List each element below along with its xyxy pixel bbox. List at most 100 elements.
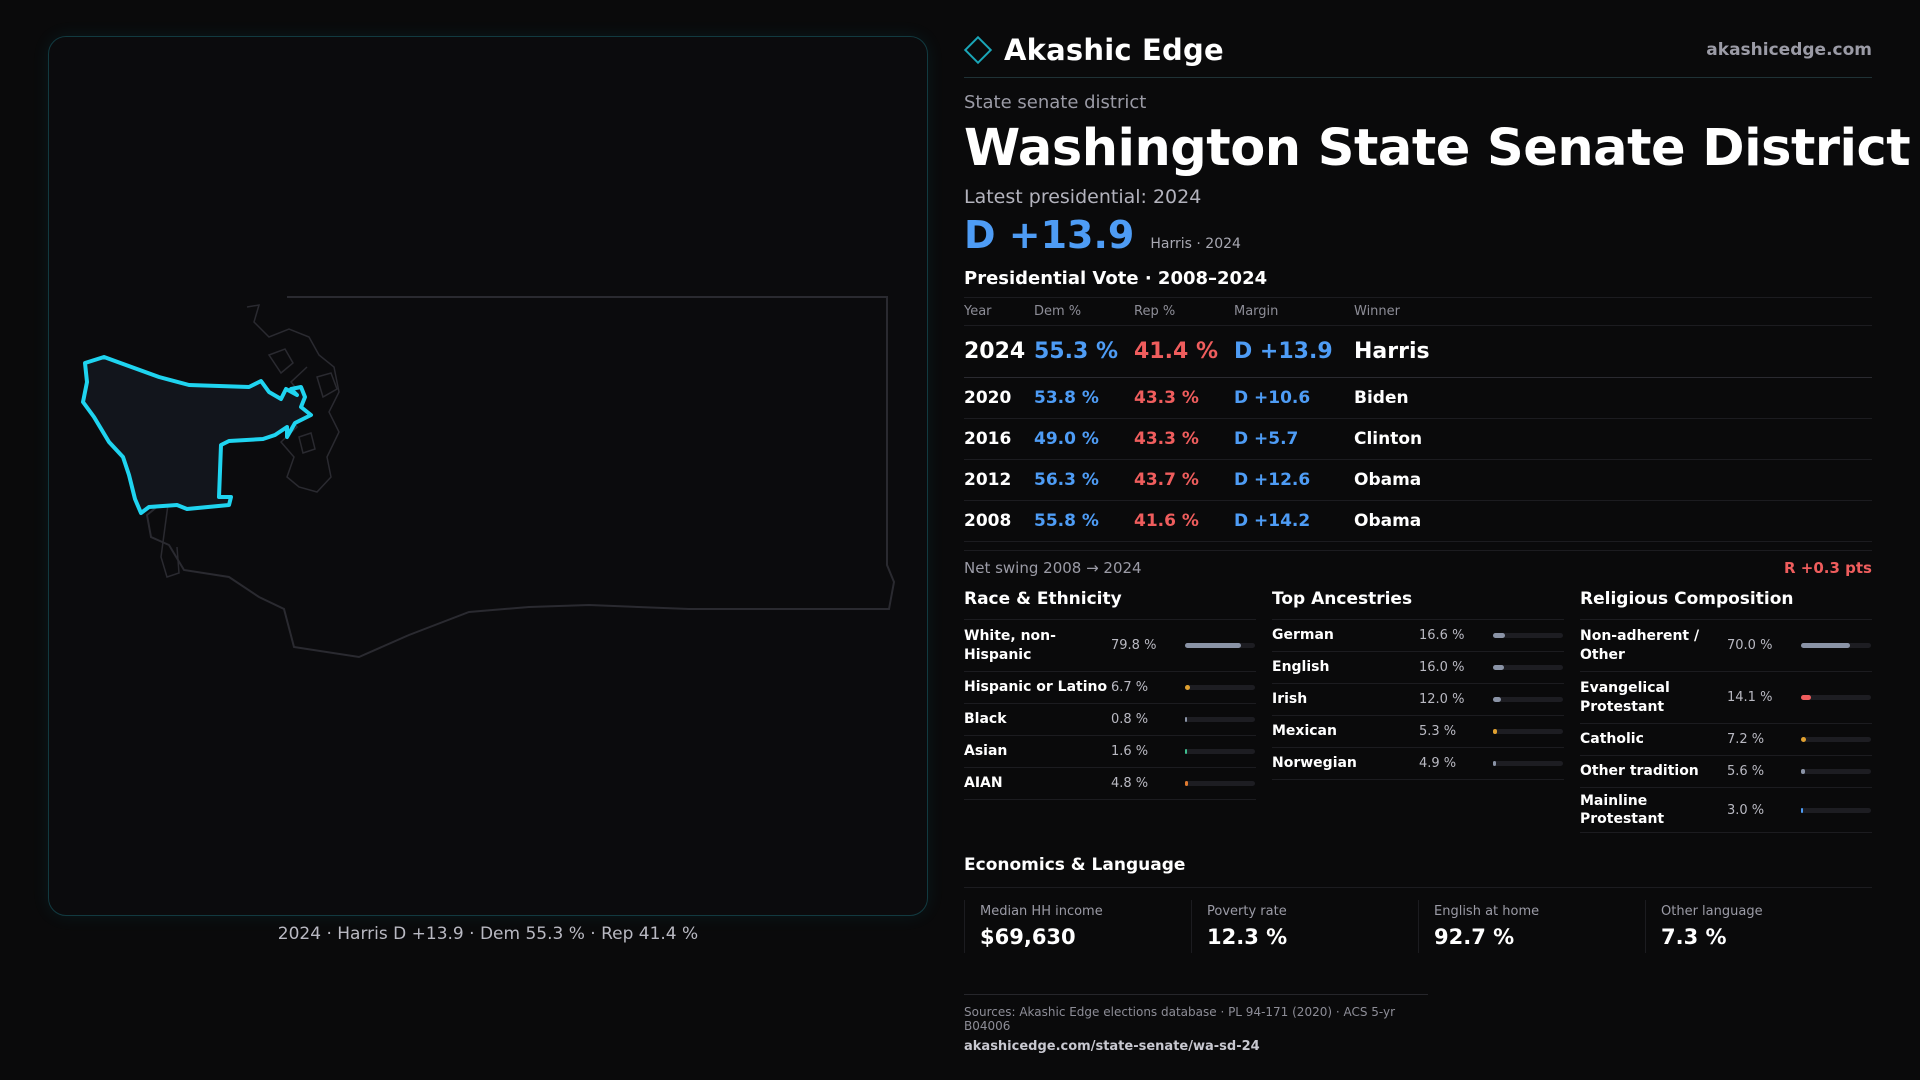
progress-bar bbox=[1801, 737, 1871, 742]
table-row: 2024 55.3 % 41.4 % D +13.9 Harris bbox=[964, 325, 1872, 378]
cell-year: 2024 bbox=[964, 325, 1034, 378]
race-ethnicity-panel: Race & Ethnicity White, non-Hispanic 79.8… bbox=[964, 589, 1256, 833]
district-24-highlight[interactable] bbox=[81, 355, 313, 515]
progress-fill bbox=[1185, 749, 1187, 754]
cell-winner: Obama bbox=[1354, 459, 1872, 501]
stat-value: $69,630 bbox=[980, 925, 1076, 950]
item-label: Mainline Protestant bbox=[1580, 793, 1665, 828]
item-label: English bbox=[1272, 659, 1330, 676]
cell-year: 2012 bbox=[964, 459, 1034, 501]
progress-bar bbox=[1185, 685, 1255, 690]
presidential-vote-table: Year Dem % Rep % Margin Winner 2024 55.3… bbox=[964, 297, 1872, 542]
table-row: 2020 53.8 % 43.3 % D +10.6 Biden bbox=[964, 377, 1872, 419]
cell-dem: 56.3 % bbox=[1034, 459, 1134, 501]
item-label: Asian bbox=[964, 743, 1008, 760]
cell-year: 2008 bbox=[964, 500, 1034, 542]
cell-margin: D +12.6 bbox=[1234, 459, 1354, 501]
presidential-vote-heading: Presidential Vote · 2008–2024 bbox=[964, 268, 1268, 289]
religion-heading: Religious Composition bbox=[1580, 589, 1872, 620]
column-header-dem: Dem % bbox=[1034, 297, 1134, 326]
list-item: English 16.0 % bbox=[1272, 652, 1564, 684]
cell-winner: Clinton bbox=[1354, 418, 1872, 460]
district-map-panel[interactable] bbox=[48, 36, 928, 916]
page-title: Washington State Senate District 24 bbox=[964, 119, 1920, 178]
cell-year: 2020 bbox=[964, 377, 1034, 419]
margin-sublabel: Harris · 2024 bbox=[1150, 236, 1241, 252]
item-value: 6.7 % bbox=[1111, 680, 1149, 695]
progress-bar bbox=[1493, 761, 1563, 766]
progress-fill bbox=[1493, 665, 1505, 670]
brand-url-link[interactable]: akashicedge.com bbox=[1706, 39, 1872, 60]
list-item: Other tradition 5.6 % bbox=[1580, 756, 1872, 788]
cell-dem: 55.3 % bbox=[1034, 325, 1134, 378]
cell-rep: 41.4 % bbox=[1134, 325, 1234, 378]
item-label: Other tradition bbox=[1580, 763, 1699, 780]
brand[interactable]: Akashic Edge bbox=[963, 32, 1224, 67]
progress-bar bbox=[1185, 717, 1255, 722]
column-header-rep: Rep % bbox=[1134, 297, 1234, 326]
item-value: 1.6 % bbox=[1111, 744, 1149, 759]
progress-fill bbox=[1493, 633, 1505, 638]
stat-value: 12.3 % bbox=[1207, 925, 1288, 950]
cell-rep: 41.6 % bbox=[1134, 500, 1234, 542]
page-link[interactable]: akashicedge.com/state-senate/wa-sd-24 bbox=[964, 1039, 1260, 1054]
washington-map bbox=[81, 296, 896, 659]
island-outline bbox=[267, 348, 338, 454]
item-value: 12.0 % bbox=[1419, 692, 1465, 707]
list-item: German 16.6 % bbox=[1272, 620, 1564, 652]
cell-margin: D +5.7 bbox=[1234, 418, 1354, 460]
progress-bar bbox=[1493, 729, 1563, 734]
item-value: 0.8 % bbox=[1111, 712, 1149, 727]
brand-name: Akashic Edge bbox=[1004, 32, 1224, 67]
demographics-section: Race & Ethnicity White, non-Hispanic 79.8… bbox=[964, 589, 1872, 834]
stat-value: 92.7 % bbox=[1434, 925, 1515, 950]
progress-fill bbox=[1801, 695, 1811, 700]
progress-fill bbox=[1801, 643, 1850, 648]
progress-bar bbox=[1801, 769, 1871, 774]
progress-bar bbox=[1185, 781, 1255, 786]
item-value: 3.0 % bbox=[1727, 802, 1765, 818]
progress-fill bbox=[1493, 697, 1502, 702]
cell-winner: Harris bbox=[1354, 325, 1872, 378]
item-label: Non-adherent / Other bbox=[1580, 628, 1700, 663]
item-value: 16.6 % bbox=[1419, 628, 1465, 643]
list-item: Irish 12.0 % bbox=[1272, 684, 1564, 716]
list-item: Mexican 5.3 % bbox=[1272, 716, 1564, 748]
economics-heading: Economics & Language bbox=[964, 855, 1872, 889]
list-item: AIAN 4.8 % bbox=[964, 768, 1256, 800]
item-value: 16.0 % bbox=[1419, 660, 1465, 675]
list-item: Non-adherent / Other 70.0 % bbox=[1580, 620, 1872, 672]
item-value: 7.2 % bbox=[1727, 732, 1765, 747]
column-header-year: Year bbox=[964, 297, 1034, 326]
cell-year: 2016 bbox=[964, 418, 1034, 460]
list-item: Hispanic or Latino 6.7 % bbox=[964, 672, 1256, 704]
item-label: Catholic bbox=[1580, 731, 1644, 748]
list-item: Norwegian 4.9 % bbox=[1272, 748, 1564, 780]
progress-fill bbox=[1493, 761, 1497, 766]
progress-fill bbox=[1185, 643, 1241, 648]
headline-margin: D +13.9 Harris · 2024 bbox=[964, 216, 1872, 254]
progress-bar bbox=[1185, 749, 1255, 754]
progress-fill bbox=[1185, 717, 1187, 722]
map-caption: 2024 · Harris D +13.9 · Dem 55.3 % · Rep… bbox=[277, 924, 699, 944]
item-value: 14.1 % bbox=[1727, 690, 1773, 705]
item-label: Irish bbox=[1272, 691, 1308, 708]
item-label: White, non-Hispanic bbox=[964, 628, 1056, 663]
item-value: 70.0 % bbox=[1727, 638, 1773, 653]
progress-fill bbox=[1493, 729, 1497, 734]
district-type-label: State senate district bbox=[964, 92, 1147, 113]
table-row: 2012 56.3 % 43.7 % D +12.6 Obama bbox=[964, 459, 1872, 501]
progress-fill bbox=[1801, 737, 1807, 742]
table-row: 2016 49.0 % 43.3 % D +5.7 Clinton bbox=[964, 418, 1872, 460]
sources-text: Sources: Akashic Edge elections database… bbox=[964, 1005, 1396, 1033]
footer: Sources: Akashic Edge elections database… bbox=[964, 994, 1428, 1054]
state-outline bbox=[145, 296, 896, 659]
list-item: Black 0.8 % bbox=[964, 704, 1256, 736]
cell-rep: 43.7 % bbox=[1134, 459, 1234, 501]
net-swing: Net swing 2008 → 2024 R +0.3 pts bbox=[964, 550, 1872, 577]
item-label: Norwegian bbox=[1272, 755, 1357, 772]
net-swing-value: R +0.3 pts bbox=[1784, 559, 1872, 577]
cell-rep: 43.3 % bbox=[1134, 377, 1234, 419]
stat-label: Median HH income bbox=[980, 904, 1103, 920]
item-value: 5.6 % bbox=[1727, 764, 1765, 779]
